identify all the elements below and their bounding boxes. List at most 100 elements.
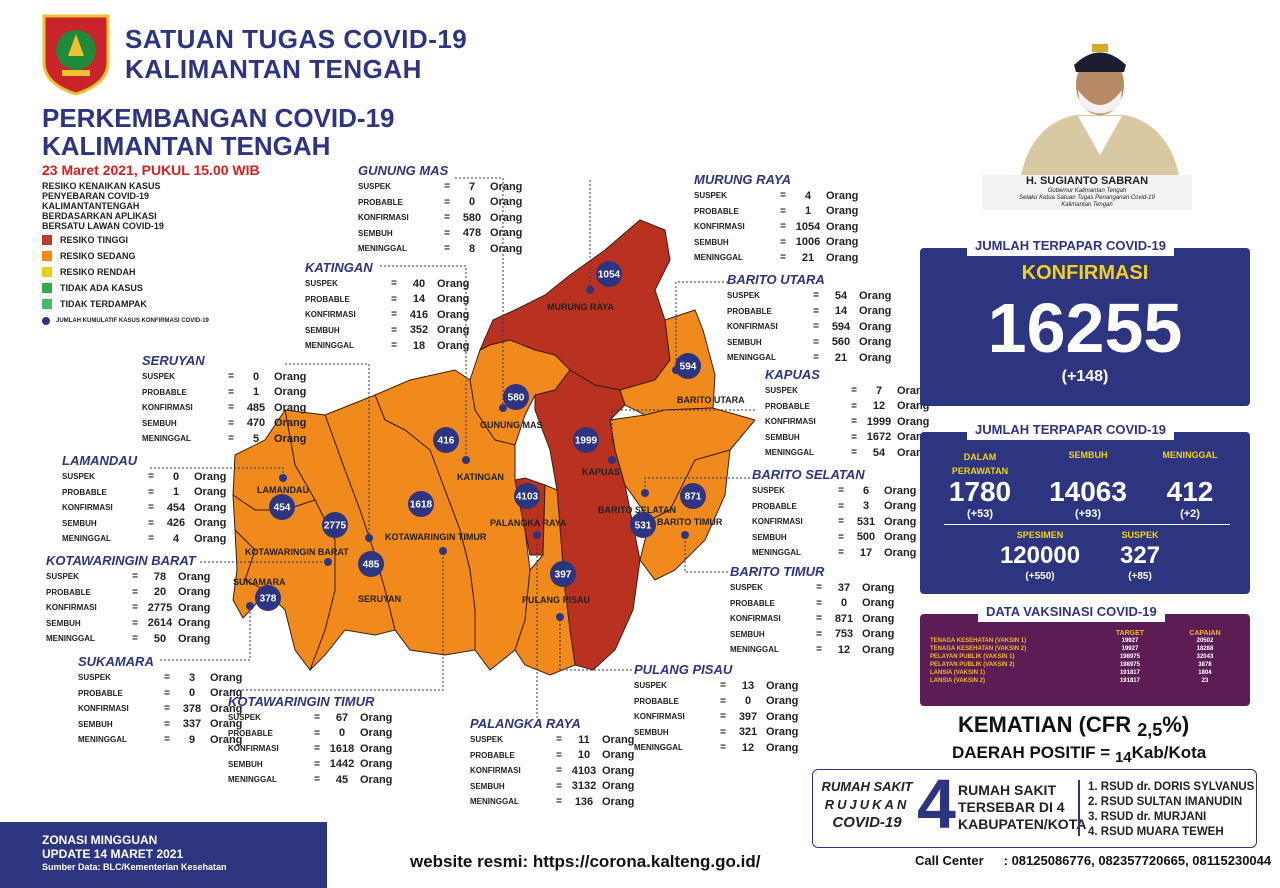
stat-unit: Orang xyxy=(360,742,393,755)
stat-label: SEMBUH xyxy=(142,418,177,428)
vaccination-panel: TARGET CAPAIAN TENAGA KESEHATAN (VAKSIN … xyxy=(920,614,1250,706)
stat-value: 321 xyxy=(738,726,758,739)
stat-row-probable: PROBABLE = 0 Orang xyxy=(78,686,242,702)
confirmed-case-marker[interactable]: 580 xyxy=(503,384,529,410)
stat-unit: Orang xyxy=(490,227,523,240)
confirmed-case-marker[interactable]: 2775 xyxy=(322,512,348,538)
marker-dot-icon xyxy=(42,317,50,325)
legend-kumulatif-label: JUMLAH KUMULATIF KASUS KONFIRMASI COVID-… xyxy=(56,318,209,324)
stat-value: 54 xyxy=(872,446,886,459)
map-region-label: SUKAMARA xyxy=(233,577,286,587)
hospital-item: 1. RSUD dr. DORIS SYLVANUS xyxy=(1088,781,1255,793)
vaccination-row: PELAYAN PUBLIK (VAKSIN 2) 198975 3878 xyxy=(926,661,1244,669)
hospital-mid-line: TERSEBAR DI 4 xyxy=(958,799,1065,815)
call-center: Call Center : 08125086776, 082357720665,… xyxy=(915,853,1271,868)
stat-row-sembuh: SEMBUH = 426 Orang xyxy=(62,516,226,532)
confirmed-case-marker[interactable]: 1618 xyxy=(408,491,434,517)
title-line-2: KALIMANTAN TENGAH xyxy=(42,131,331,161)
stat-row-suspek: SUSPEK = 4 Orang xyxy=(694,188,858,204)
marker-circle xyxy=(408,491,434,517)
stat-unit: Orang xyxy=(859,289,892,302)
stat-row-sembuh: SEMBUH = 352 Orang xyxy=(305,323,469,339)
stat-equals: = xyxy=(556,765,562,777)
stat-row-meninggal: MENINGGAL = 5 Orang xyxy=(142,431,306,447)
stat-label: SEMBUH xyxy=(62,518,97,528)
marker-value: 2775 xyxy=(324,521,347,532)
stat-row-meninggal: MENINGGAL = 21 Orang xyxy=(727,350,891,366)
stat-row-suspek: SUSPEK = 40 Orang xyxy=(305,276,469,292)
vaccination-table: TARGET CAPAIAN TENAGA KESEHATAN (VAKSIN … xyxy=(926,630,1244,685)
confirmed-case-marker[interactable]: 397 xyxy=(550,561,576,587)
region-name: KOTAWARINGIN BARAT xyxy=(46,553,196,568)
marker-value: 416 xyxy=(438,436,455,447)
col-capaian: CAPAIAN xyxy=(1189,630,1221,637)
stat-row-meninggal: MENINGGAL = 45 Orang xyxy=(228,772,392,788)
stat-row-suspek: SUSPEK = 7 Orang xyxy=(765,383,929,399)
vaccination-target: 19927 xyxy=(1121,638,1139,644)
legend-swatch xyxy=(42,267,52,277)
confirmed-case-marker[interactable]: 531 xyxy=(630,512,656,538)
confirmed-case-marker[interactable]: 1999 xyxy=(573,427,599,453)
vaccination-row: TENAGA KESEHATAN (VAKSIN 2) 19927 18288 xyxy=(926,645,1244,653)
stat-unit: Orang xyxy=(437,339,470,352)
stat-equals: = xyxy=(391,278,397,290)
stat-label: MENINGGAL xyxy=(730,645,779,655)
call-center-numbers[interactable]: : 08125086776, 082357720665, 08115230044 xyxy=(1003,853,1272,868)
stat-unit: Orang xyxy=(862,612,895,625)
confirmed-case-marker[interactable]: 594 xyxy=(675,353,701,379)
legend-heading: RESIKO KENAIKAN KASUS PENYEBARAN COVID-1… xyxy=(42,181,222,231)
region-stats-palangka-raya: PALANGKA RAYA SUSPEK = 11 Orang PROBABLE = 10 Or… xyxy=(470,716,634,810)
confirmed-case-marker[interactable]: 378 xyxy=(255,585,281,611)
spesimen-label: SPESIMEN xyxy=(1016,530,1064,540)
stat-value: 1672 xyxy=(866,431,892,444)
stat-unit: Orang xyxy=(194,532,227,545)
confirmed-case-marker[interactable]: 485 xyxy=(358,551,384,577)
stat-value: 2775 xyxy=(147,601,173,614)
marker-circle xyxy=(630,512,656,538)
stat-row-probable: PROBABLE = 12 Orang xyxy=(765,399,929,415)
region-name: BARITO SELATAN xyxy=(752,467,865,482)
hospital-mid: RUMAH SAKIT TERSEBAR DI 4 KABUPATEN/KOTA xyxy=(958,782,1086,833)
stat-label: SEMBUH xyxy=(765,432,800,442)
legend-heading-line: PENYEBARAN COVID-19 xyxy=(42,191,150,201)
marker-value: 378 xyxy=(260,594,277,605)
stat-value: 416 xyxy=(409,308,429,321)
total-delta: (+148) xyxy=(1061,368,1109,385)
stat-unit: Orang xyxy=(862,643,895,656)
stat-value: 1 xyxy=(252,386,260,399)
region-anchor-dot xyxy=(365,534,373,542)
stat-row-suspek: SUSPEK = 3 Orang xyxy=(78,670,242,686)
map-region-label: BARITO TIMUR xyxy=(657,517,723,527)
stat-unit: Orang xyxy=(859,320,892,333)
stat-label: PROBABLE xyxy=(228,728,273,738)
stat-equals: = xyxy=(391,324,397,336)
region-name: KATINGAN xyxy=(305,260,373,275)
stat-equals: = xyxy=(314,743,320,755)
stat-unit: Orang xyxy=(602,733,635,746)
stat-row-sembuh: SEMBUH = 321 Orang xyxy=(634,725,798,741)
confirmed-case-marker[interactable]: 4103 xyxy=(514,483,540,509)
stat-equals: = xyxy=(228,386,234,398)
dalam-value: 1780 xyxy=(948,476,1012,507)
confirmed-case-marker[interactable]: 416 xyxy=(433,427,459,453)
stat-value: 4 xyxy=(804,189,812,202)
legend-heading-line: RESIKO KENAIKAN KASUS xyxy=(42,181,161,191)
stat-value: 470 xyxy=(246,417,266,430)
stat-equals: = xyxy=(838,547,844,559)
stat-value: 40 xyxy=(412,277,426,290)
stat-label: MENINGGAL xyxy=(727,353,776,363)
stat-value: 7 xyxy=(875,384,883,397)
stat-unit: Orang xyxy=(826,205,859,218)
stat-label: SUSPEK xyxy=(752,486,785,496)
stat-value: 3 xyxy=(188,671,196,684)
stat-label: SUSPEK xyxy=(730,583,763,593)
stat-label: PROBABLE xyxy=(765,401,810,411)
confirmed-case-marker[interactable]: 871 xyxy=(680,483,706,509)
zonasi-label: ZONASI MINGGUAN xyxy=(42,833,158,847)
org-line-2: KALIMANTAN TENGAH xyxy=(125,54,422,84)
website-link[interactable]: website resmi: https://corona.kalteng.go… xyxy=(410,852,761,871)
confirmed-case-marker[interactable]: 454 xyxy=(269,494,295,520)
confirmed-case-marker[interactable]: 1054 xyxy=(596,261,622,287)
stat-unit: Orang xyxy=(274,370,307,383)
stat-row-suspek: SUSPEK = 0 Orang xyxy=(62,469,226,485)
